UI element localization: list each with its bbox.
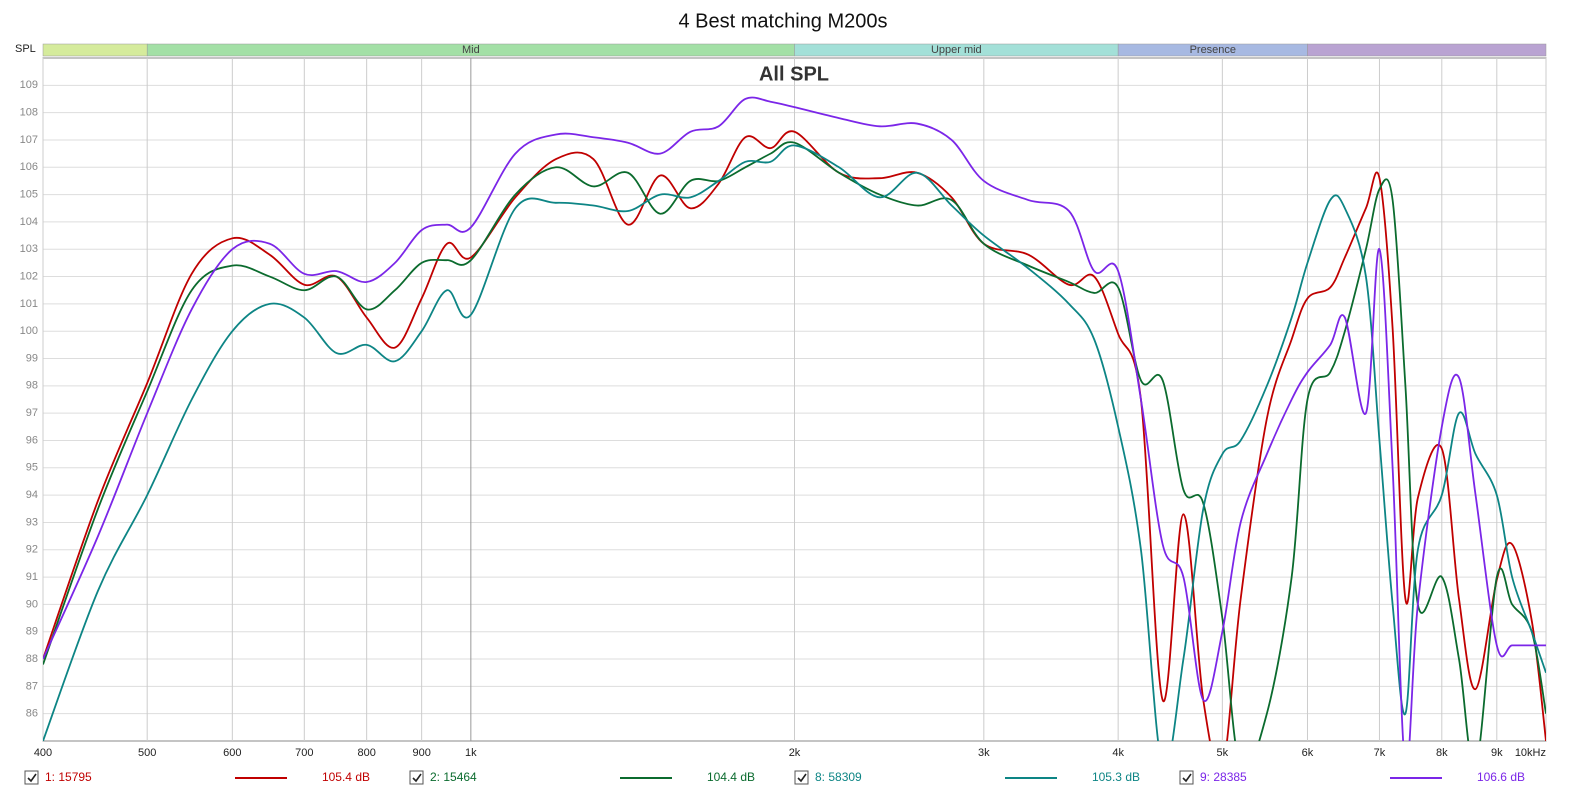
y-tick-label: 107 bbox=[20, 134, 38, 146]
series-line bbox=[43, 141, 1546, 741]
y-tick-label: 93 bbox=[26, 516, 38, 528]
legend-checkbox[interactable] bbox=[24, 770, 39, 785]
x-tick-label: 4k bbox=[1112, 747, 1124, 759]
band bbox=[42, 43, 148, 57]
x-tick-label: 600 bbox=[223, 747, 241, 759]
legend-level: 105.4 dB bbox=[322, 770, 370, 784]
y-tick-label: 95 bbox=[26, 462, 38, 474]
series-line bbox=[43, 144, 1546, 741]
legend-level: 104.4 dB bbox=[707, 770, 755, 784]
x-tick-label: 6k bbox=[1302, 747, 1314, 759]
y-tick-label: 86 bbox=[26, 708, 38, 720]
x-tick-label: 400 bbox=[34, 747, 52, 759]
lines bbox=[43, 96, 1546, 741]
chart-subtitle: All SPL bbox=[759, 63, 829, 85]
legend-label: 8: 58309 bbox=[815, 770, 862, 784]
y-tick-label: 108 bbox=[20, 107, 38, 119]
series-line bbox=[43, 96, 1546, 741]
x-tick-label: 3k bbox=[978, 747, 990, 759]
legend-label: 1: 15795 bbox=[45, 770, 92, 784]
y-tick-label: 106 bbox=[20, 161, 38, 173]
band-bar: Mid Upper mid Presence bbox=[42, 43, 1547, 57]
legend-checkbox[interactable] bbox=[794, 770, 809, 785]
y-tick-label: 101 bbox=[20, 298, 38, 310]
legend-checkbox[interactable] bbox=[1179, 770, 1194, 785]
grid: 86 87 88 89 90 91 92 93 94 95 96 97 98 99 100 101 102 103… bbox=[20, 58, 1547, 759]
band bbox=[1307, 43, 1547, 57]
y-tick-label: 94 bbox=[26, 489, 38, 501]
checkmark bbox=[27, 773, 37, 783]
legend-level: 105.3 dB bbox=[1092, 770, 1140, 784]
y-tick-label: 96 bbox=[26, 434, 38, 446]
y-tick-label: 90 bbox=[26, 598, 38, 610]
y-axis-label: SPL bbox=[15, 43, 36, 55]
x-tick-label: 5k bbox=[1217, 747, 1229, 759]
y-tick-label: 109 bbox=[20, 79, 38, 91]
band-label: Mid bbox=[462, 44, 480, 56]
x-tick-label: 9k bbox=[1491, 747, 1503, 759]
x-tick-label: 1k bbox=[465, 747, 477, 759]
x-tick-label: 900 bbox=[412, 747, 430, 759]
legend: 1: 15795 105.4 dB 2: 15464 104.4 dB 8: 58309… bbox=[24, 770, 1525, 785]
legend-label: 2: 15464 bbox=[430, 770, 477, 784]
y-tick-label: 103 bbox=[20, 243, 38, 255]
y-tick-label: 89 bbox=[26, 626, 38, 638]
legend-label: 9: 28385 bbox=[1200, 770, 1247, 784]
legend-level: 106.6 dB bbox=[1477, 770, 1525, 784]
y-tick-label: 105 bbox=[20, 189, 38, 201]
x-tick-label: 7k bbox=[1374, 747, 1386, 759]
y-tick-label: 99 bbox=[26, 352, 38, 364]
x-tick-label: 2k bbox=[789, 747, 801, 759]
checkmark bbox=[797, 773, 807, 783]
y-tick-label: 102 bbox=[20, 270, 38, 282]
legend-checkbox[interactable] bbox=[409, 770, 424, 785]
x-tick-label: 8k bbox=[1436, 747, 1448, 759]
x-tick-label: 500 bbox=[138, 747, 156, 759]
y-tick-label: 104 bbox=[20, 216, 38, 228]
checkmark bbox=[412, 773, 422, 783]
y-tick-label: 98 bbox=[26, 380, 38, 392]
x-tick-label: 10kHz bbox=[1515, 747, 1546, 759]
y-tick-label: 92 bbox=[26, 544, 38, 556]
y-tick-label: 91 bbox=[26, 571, 38, 583]
x-tick-label: 700 bbox=[295, 747, 313, 759]
band-label: Presence bbox=[1190, 44, 1236, 56]
band-label: Upper mid bbox=[931, 44, 982, 56]
x-tick-label: 800 bbox=[357, 747, 375, 759]
y-tick-label: 100 bbox=[20, 325, 38, 337]
checkmark bbox=[1182, 773, 1192, 783]
y-tick-label: 87 bbox=[26, 680, 38, 692]
y-tick-label: 97 bbox=[26, 407, 38, 419]
chart-title: 4 Best matching M200s bbox=[679, 10, 888, 32]
y-tick-label: 88 bbox=[26, 653, 38, 665]
